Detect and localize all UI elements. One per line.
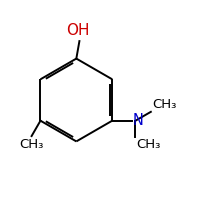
Text: OH: OH bbox=[66, 23, 89, 38]
Text: N: N bbox=[133, 113, 144, 128]
Text: CH₃: CH₃ bbox=[136, 138, 161, 151]
Text: CH₃: CH₃ bbox=[19, 138, 44, 151]
Text: CH₃: CH₃ bbox=[152, 98, 176, 111]
